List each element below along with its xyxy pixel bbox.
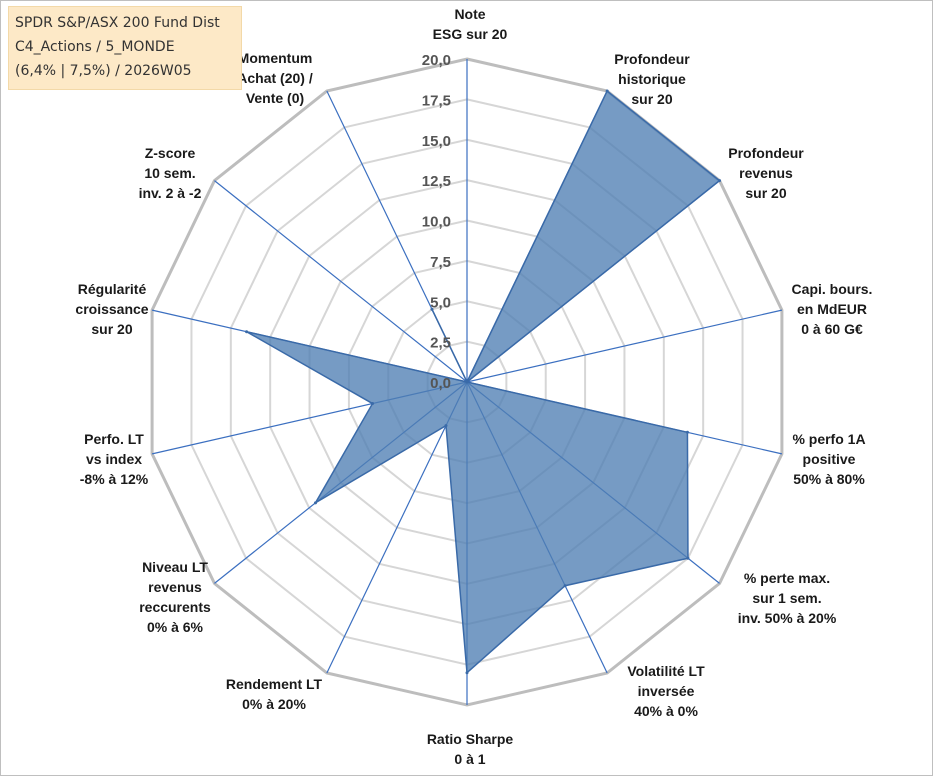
axis-label-0-line-0: Note [454,6,485,22]
axis-label-12-line-1: 10 sem. [144,165,195,181]
data-point-9 [313,501,317,505]
axis-label-7-line-1: 0 à 1 [454,751,485,767]
axis-label-11-line-0: Régularité [78,281,147,297]
axis-label-10-line-2: -8% à 12% [80,471,149,487]
axis-label-5-line-1: sur 1 sem. [752,590,821,606]
axis-label-7: Ratio Sharpe 0 à 1 [427,731,514,767]
axis-label-4-line-2: 50% à 80% [793,471,865,487]
axis-label-3-line-1: en MdEUR [797,301,867,317]
axis-label-5-line-2: inv. 50% à 20% [738,610,837,626]
axis-label-7-line-0: Ratio Sharpe [427,731,514,747]
axis-label-2-line-2: sur 20 [745,185,786,201]
axis-label-4-line-0: % perfo 1A [792,431,865,447]
axis-label-10-line-1: vs index [86,451,142,467]
axis-label-11: Régularité croissance sur 20 [75,281,148,337]
title-line-2: C4_Actions / 5_MONDE [15,39,175,55]
axis-label-13: Momentum Achat (20) / Vente (0) [237,50,313,106]
axis-label-3-line-2: 0 à 60 G€ [801,321,863,337]
axis-label-0: Note ESG sur 20 [433,6,508,42]
spoke-8 [326,381,468,674]
data-point-6 [563,584,567,588]
axis-label-8-line-0: Rendement LT [226,676,323,692]
data-point-8 [444,424,448,428]
tick-label-0: 0,0 [430,375,451,392]
title-line-3: (6,4% | 7,5%) / 2026W05 [15,63,192,79]
data-point-10 [371,402,375,406]
axis-label-9-line-1: revenus [148,579,202,595]
data-point-12 [465,380,469,384]
axis-label-13-line-1: Achat (20) / [237,70,313,86]
axis-label-10-line-0: Perfo. LT [84,431,144,447]
axis-label-12-line-2: inv. 2 à -2 [139,185,202,201]
chart-title-box: SPDR S&P/ASX 200 Fund Dist C4_Actions / … [8,6,242,90]
axis-label-6: Volatilité LT inversée 40% à 0% [627,663,705,719]
spoke-3 [466,309,783,383]
axis-label-1-line-2: sur 20 [631,91,672,107]
axis-label-6-line-0: Volatilité LT [627,663,705,679]
axis-label-12: Z-score 10 sem. inv. 2 à -2 [139,145,202,201]
tick-label-7: 17,5 [422,92,451,109]
axis-label-1-line-1: historique [618,71,686,87]
radar-axis-labels: Note ESG sur 20 Profondeur historique sur 20… [75,6,872,767]
tick-label-6: 15,0 [422,133,451,150]
axis-label-9: Niveau LT revenus reccurents 0% à 6% [139,559,211,635]
axis-label-9-line-3: 0% à 6% [147,619,204,635]
axis-label-5-line-0: % perte max. [744,570,830,586]
axis-label-4: % perfo 1A positive 50% à 80% [792,431,865,487]
tick-label-2: 5,0 [430,294,451,311]
axis-label-11-line-2: sur 20 [91,321,132,337]
axis-label-9-line-0: Niveau LT [142,559,208,575]
data-point-2 [718,179,722,183]
axis-label-2-line-1: revenus [739,165,793,181]
title-line-1: SPDR S&P/ASX 200 Fund Dist [15,15,220,31]
axis-label-2-line-0: Profondeur [728,145,804,161]
axis-label-13-line-2: Vente (0) [246,90,304,106]
tick-label-8: 20,0 [422,52,451,69]
radar-series [245,89,722,675]
axis-label-8-line-1: 0% à 20% [242,696,306,712]
radar-tick-labels: 0,0 2,5 5,0 7,5 10,0 12,5 15,0 17,5 20,0 [422,52,451,392]
axis-label-2: Profondeur revenus sur 20 [728,145,804,201]
axis-label-3-line-0: Capi. bours. [792,281,873,297]
tick-label-1: 2,5 [430,335,451,352]
axis-label-1: Profondeur historique sur 20 [614,51,690,107]
axis-label-6-line-1: inversée [638,683,695,699]
tick-label-5: 12,5 [422,173,451,190]
tick-label-4: 10,0 [422,214,451,231]
axis-label-10: Perfo. LT vs index -8% à 12% [80,431,149,487]
axis-label-5: % perte max. sur 1 sem. inv. 50% à 20% [738,570,837,626]
axis-label-13-line-0: Momentum [238,50,313,66]
axis-label-9-line-2: reccurents [139,599,211,615]
axis-label-0-line-1: ESG sur 20 [433,26,508,42]
data-point-11 [245,330,249,334]
series-area [246,89,721,675]
data-point-5 [686,556,690,560]
spoke-12 [214,180,468,383]
data-point-1 [605,89,609,93]
tick-label-3: 7,5 [430,254,451,271]
axis-label-4-line-1: positive [803,451,856,467]
axis-label-1-line-0: Profondeur [614,51,690,67]
axis-label-8: Rendement LT 0% à 20% [226,676,323,712]
axis-label-3: Capi. bours. en MdEUR 0 à 60 G€ [792,281,873,337]
axis-label-12-line-0: Z-score [145,145,196,161]
data-point-13 [430,307,434,311]
axis-label-11-line-1: croissance [75,301,148,317]
data-point-7 [465,671,469,675]
data-point-4 [685,430,689,434]
axis-label-6-line-2: 40% à 0% [634,703,698,719]
